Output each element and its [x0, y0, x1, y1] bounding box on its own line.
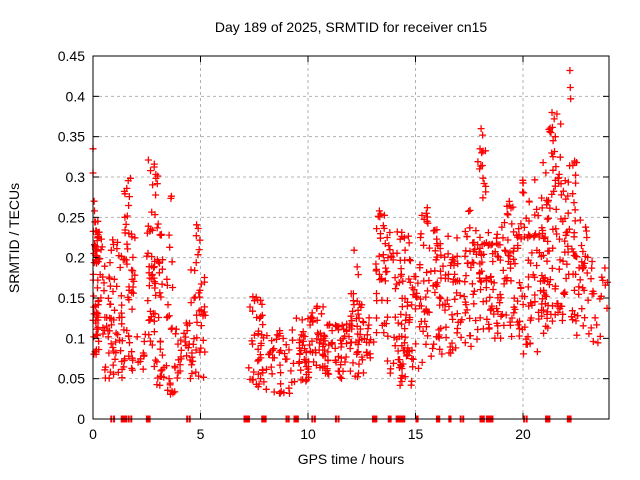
y-tick-label: 0.45 [58, 48, 85, 64]
y-tick-label: 0 [77, 411, 85, 427]
y-tick-label: 0.4 [66, 88, 86, 104]
axes-and-ticks [92, 55, 610, 420]
y-tick-label: 0.2 [66, 250, 86, 266]
grid [93, 56, 609, 419]
y-axis-label: SRMTID / TECUs [6, 183, 22, 293]
x-tick-label: 20 [515, 426, 531, 442]
x-tick-label: 10 [300, 426, 316, 442]
x-tick-label: 0 [89, 426, 97, 442]
tick-labels: 0 0.05 0.1 0.15 0.2 0.25 0.3 0.35 0.4 0.45 0 5 10 15 2… [58, 48, 531, 442]
y-tick-label: 0.1 [66, 330, 86, 346]
y-tick-label: 0.15 [58, 290, 85, 306]
x-tick-label: 5 [197, 426, 205, 442]
y-tick-label: 0.3 [66, 169, 86, 185]
y-tick-label: 0.35 [58, 129, 85, 145]
scatter-points [89, 67, 611, 398]
chart-title: Day 189 of 2025, SRMTID for receiver cn1… [215, 19, 488, 35]
x-tick-label: 15 [408, 426, 424, 442]
y-tick-label: 0.25 [58, 209, 85, 225]
y-tick-label: 0.05 [58, 371, 85, 387]
x-axis-label: GPS time / hours [298, 451, 405, 467]
